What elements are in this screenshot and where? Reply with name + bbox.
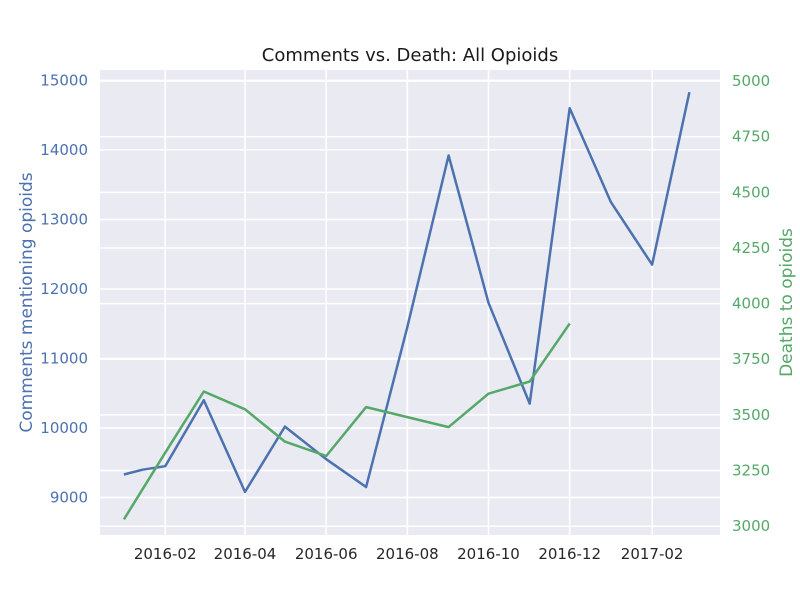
- y-left-tick-label: 12000: [40, 280, 88, 298]
- x-tick-label: 2016-02: [134, 545, 197, 563]
- y-right-tick-label: 3500: [732, 406, 770, 424]
- y-right-axis-ticks: 3000 3250 3500 3750 4000 4250 4500 4750 5000: [732, 72, 770, 535]
- series-line-right: [122, 322, 571, 521]
- plot-area: [100, 70, 720, 535]
- y-right-tick-label: 4250: [732, 239, 770, 257]
- x-tick-label: 2016-08: [376, 545, 439, 563]
- series-layer: [122, 91, 691, 521]
- x-tick-label: 2016-04: [214, 545, 277, 563]
- y-left-tick-label: 13000: [40, 210, 88, 228]
- y-left-tick-label: 14000: [40, 141, 88, 159]
- y-left-tick-label: 9000: [50, 488, 88, 506]
- y-left-axis-ticks: 9000 10000 11000 12000 13000 14000 15000: [40, 71, 88, 506]
- series-line-left: [123, 91, 691, 494]
- y-right-tick-label: 3250: [732, 461, 770, 479]
- chart-title: Comments vs. Death: All Opioids: [262, 45, 558, 66]
- y-right-tick-label: 5000: [732, 72, 770, 90]
- y-left-tick-label: 15000: [40, 71, 88, 89]
- x-tick-label: 2017-02: [621, 545, 684, 563]
- y-right-tick-label: 4500: [732, 183, 770, 201]
- y-right-tick-label: 4750: [732, 128, 770, 146]
- y-right-tick-label: 3000: [732, 517, 770, 535]
- grid: [100, 70, 720, 535]
- y-left-tick-label: 11000: [40, 349, 88, 367]
- y-right-tick-label: 4000: [732, 295, 770, 313]
- y-left-axis-label: Comments mentioning opioids: [17, 172, 37, 432]
- x-tick-label: 2016-06: [295, 545, 358, 563]
- x-tick-label: 2016-10: [457, 545, 520, 563]
- y-right-axis-label: Deaths to opioids: [777, 228, 797, 377]
- x-axis-ticks: 2016-02 2016-04 2016-06 2016-08 2016-10 2016-…: [134, 545, 684, 563]
- y-right-tick-label: 3750: [732, 350, 770, 368]
- x-tick-label: 2016-12: [538, 545, 601, 563]
- y-left-tick-label: 10000: [40, 419, 88, 437]
